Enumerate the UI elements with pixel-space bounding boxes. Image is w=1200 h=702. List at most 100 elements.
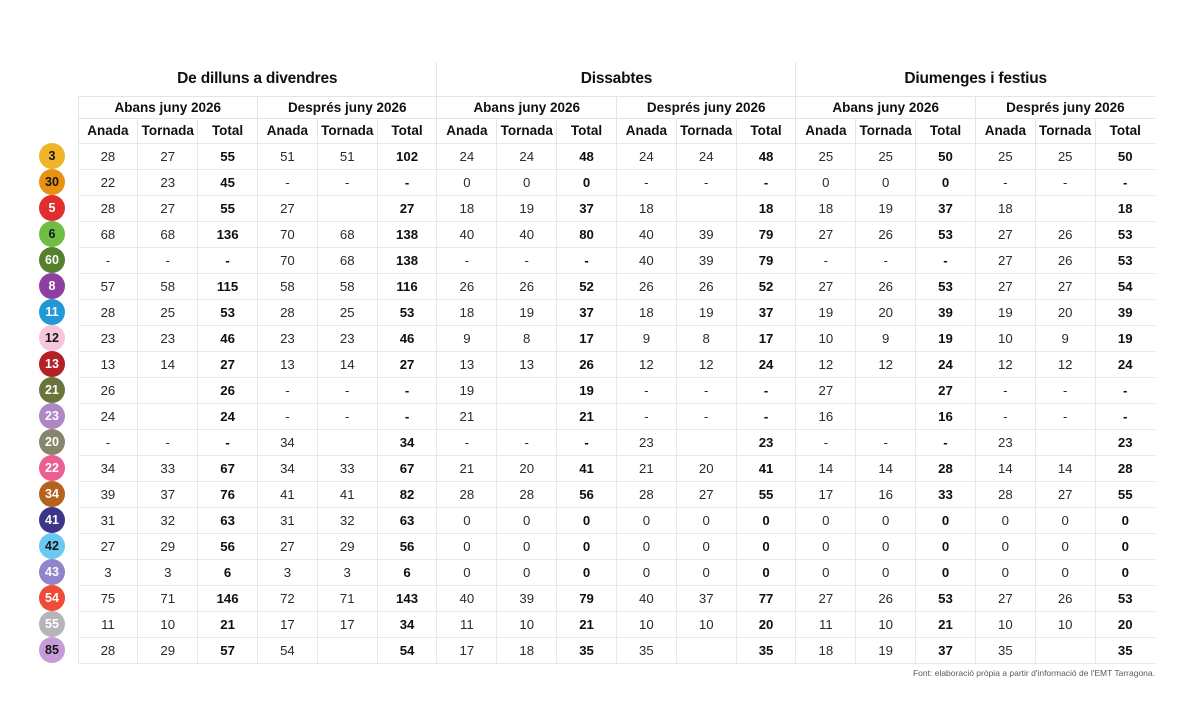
value-cell: 0: [496, 168, 557, 195]
bus-line-badge: 43: [39, 559, 65, 585]
value-cell: 39: [496, 584, 557, 611]
value-cell: 18: [436, 194, 497, 221]
value-cell: 28: [496, 480, 557, 507]
value-cell: [855, 376, 916, 403]
value-cell: [137, 402, 198, 429]
col-anada: Anada: [256, 117, 318, 143]
period-after: Després juny 2026: [974, 95, 1155, 118]
value-cell: -: [496, 428, 557, 455]
value-cell: 25: [855, 142, 916, 169]
value-cell: -: [316, 168, 378, 195]
total-cell: -: [197, 246, 258, 273]
line-badge-cell: 23: [36, 403, 78, 429]
value-cell: 12: [855, 350, 916, 377]
total-cell: 76: [197, 480, 258, 507]
value-cell: 39: [77, 480, 138, 507]
bus-line-badge: 54: [39, 585, 65, 611]
value-cell: 12: [795, 350, 856, 377]
value-cell: 13: [77, 350, 138, 377]
col-anada: Anada: [974, 117, 1036, 143]
value-cell: 3: [256, 558, 318, 585]
value-cell: -: [615, 376, 677, 403]
col-total: Total: [915, 117, 976, 143]
value-cell: [496, 402, 557, 429]
value-cell: 68: [77, 220, 138, 247]
value-cell: [137, 376, 198, 403]
value-cell: 58: [137, 272, 198, 299]
table-row: 54 75 71 146 72 71 143 40 39 79 40 37 77 27 26 53 27 26 53: [36, 584, 1155, 611]
table-row: 23 24 24- - -21 21- - -16 16- - -: [36, 402, 1155, 429]
value-cell: 72: [256, 584, 318, 611]
value-cell: 24: [436, 142, 497, 169]
total-cell: 80: [556, 220, 617, 247]
col-total: Total: [556, 117, 617, 143]
value-cell: 29: [137, 532, 198, 559]
table-row: 41 31 32 63 31 32 63 0 0 0 0 0 0 0 0 0 0 0 0: [36, 506, 1155, 533]
table-row: 42 27 29 56 27 29 56 0 0 0 0 0 0 0 0 0 0 0 0: [36, 532, 1155, 559]
value-cell: 0: [615, 506, 677, 533]
value-cell: 0: [855, 558, 916, 585]
total-cell: 0: [915, 506, 976, 533]
value-cell: 12: [675, 350, 737, 377]
value-cell: 27: [974, 584, 1036, 611]
value-cell: 9: [436, 324, 497, 351]
total-cell: 39: [915, 298, 976, 325]
table-row: 12 23 23 46 23 23 46 9 8 17 9 8 17 10 9 19 10 9 19: [36, 324, 1155, 351]
value-cell: -: [316, 402, 378, 429]
total-cell: 53: [915, 272, 976, 299]
period-before: Abans juny 2026: [77, 95, 258, 118]
value-cell: 19: [974, 298, 1036, 325]
value-cell: 68: [316, 246, 378, 273]
col-tornada: Tornada: [1034, 117, 1096, 143]
table-row: 11 28 25 53 28 25 53 18 19 37 18 19 37 19 20 39 19 20 39: [36, 298, 1155, 325]
table-row: 5 28 27 55 27 27 18 19 37 18 18 18 19 37 18 18: [36, 194, 1155, 221]
total-cell: 34: [376, 610, 437, 637]
total-cell: 18: [735, 194, 796, 221]
value-cell: 17: [436, 636, 497, 664]
column-header-row: Anada Tornada Total Anada Tornada Total …: [36, 117, 1155, 143]
value-cell: 10: [974, 610, 1036, 637]
value-cell: 71: [316, 584, 378, 611]
total-cell: 0: [1094, 558, 1155, 585]
bus-line-badge: 42: [39, 533, 65, 559]
total-cell: 138: [376, 220, 437, 247]
col-anada: Anada: [436, 117, 497, 143]
value-cell: -: [795, 428, 856, 455]
value-cell: 0: [496, 558, 557, 585]
total-cell: 143: [376, 584, 437, 611]
line-badge-cell: 5: [36, 195, 78, 221]
table-body: 3 28 27 55 51 51 102 24 24 48 24 24 48 25 25 50 25 25 50 30…: [36, 142, 1155, 664]
value-cell: -: [675, 168, 737, 195]
value-cell: [855, 402, 916, 429]
value-cell: 20: [1034, 298, 1096, 325]
value-cell: 11: [795, 610, 856, 637]
value-cell: 40: [615, 584, 677, 611]
value-cell: 0: [675, 532, 737, 559]
line-badge-cell: 42: [36, 533, 78, 559]
table-row: 20- - -34 34- - -23 23- - -23 23: [36, 428, 1155, 455]
total-cell: 28: [915, 454, 976, 481]
line-badge-cell: 21: [36, 377, 78, 403]
value-cell: -: [436, 246, 497, 273]
total-cell: 56: [376, 532, 437, 559]
badge-column-header: [36, 62, 78, 96]
total-cell: 53: [1094, 220, 1155, 247]
total-cell: 21: [556, 402, 617, 429]
value-cell: 20: [496, 454, 557, 481]
value-cell: 26: [1034, 220, 1096, 247]
total-cell: 0: [556, 532, 617, 559]
value-cell: 0: [795, 506, 856, 533]
total-cell: 50: [915, 142, 976, 169]
value-cell: 70: [256, 246, 318, 273]
value-cell: -: [1034, 376, 1096, 403]
value-cell: 27: [795, 272, 856, 299]
value-cell: 33: [316, 454, 378, 481]
value-cell: -: [974, 376, 1036, 403]
line-badge-cell: 20: [36, 429, 78, 455]
value-cell: 24: [496, 142, 557, 169]
value-cell: -: [137, 246, 198, 273]
value-cell: 21: [436, 402, 497, 429]
value-cell: 29: [316, 532, 378, 559]
total-cell: -: [735, 376, 796, 403]
table-row: 13 13 14 27 13 14 27 13 13 26 12 12 24 12 12 24 12 12 24: [36, 350, 1155, 377]
